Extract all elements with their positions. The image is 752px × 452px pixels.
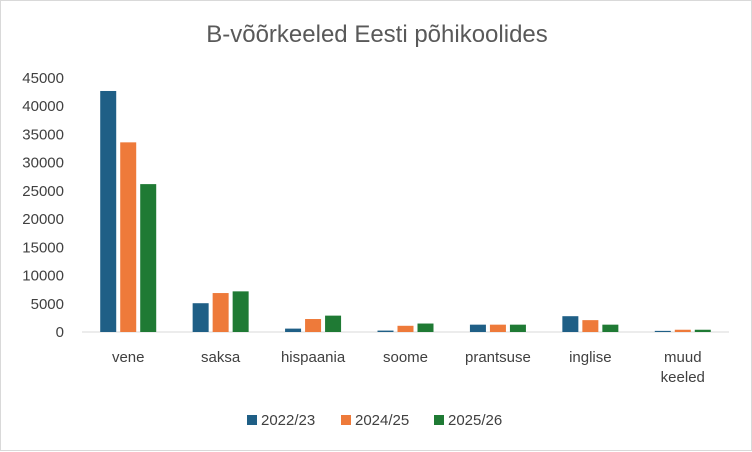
bar-2025-26-muud-keeled: [694, 329, 711, 332]
bar-2025-26-soome: [417, 323, 434, 332]
x-category-label: inglise: [569, 349, 612, 366]
y-tick-label: 20000: [22, 211, 64, 228]
y-tick-label: 45000: [22, 70, 64, 87]
bar-2025-26-saksa: [232, 291, 249, 332]
bar-2024-25-vene: [120, 142, 137, 332]
bar-2025-26-vene: [140, 184, 157, 332]
y-tick-label: 10000: [22, 268, 64, 285]
y-tick-label: 30000: [22, 155, 64, 172]
x-category-label: prantsuse: [465, 349, 531, 366]
x-category-label: hispaania: [281, 349, 346, 366]
bar-2024-25-soome: [397, 325, 414, 332]
bar-2022-23-soome: [377, 330, 394, 332]
y-tick-label: 35000: [22, 126, 64, 143]
legend-swatch: [434, 415, 444, 425]
x-axis: vene saksa hispaania soome prantsuse inglise m…: [112, 349, 705, 386]
y-axis: 0 5000 10000 15000 20000 25000 30000 35000 40000…: [22, 70, 64, 341]
bars: [100, 90, 711, 332]
y-tick-label: 0: [56, 324, 64, 341]
x-category-label: saksa: [201, 349, 241, 366]
x-category-label: vene: [112, 349, 145, 366]
y-tick-label: 15000: [22, 239, 64, 256]
bar-2024-25-hispaania: [305, 319, 322, 332]
bar-2022-23-muud-keeled: [654, 330, 671, 332]
bar-2025-26-inglise: [602, 324, 619, 332]
bar-2022-23-hispaania: [285, 328, 302, 332]
legend-label: 2022/23: [261, 412, 315, 429]
bar-2022-23-saksa: [192, 303, 209, 332]
bar-2024-25-muud-keeled: [674, 329, 691, 332]
y-tick-label: 40000: [22, 98, 64, 115]
legend-label: 2025/26: [448, 412, 502, 429]
legend-swatch: [247, 415, 257, 425]
chart-title: B-võõrkeeled Eesti põhikoolides: [206, 21, 548, 48]
bar-2025-26-prantsuse: [509, 324, 526, 332]
bar-2025-26-hispaania: [325, 315, 342, 332]
bar-2024-25-saksa: [212, 293, 229, 332]
bar-2022-23-prantsuse: [469, 324, 486, 332]
x-category-label: muud keeled: [661, 349, 705, 386]
legend-swatch: [341, 415, 351, 425]
bar-2024-25-prantsuse: [489, 324, 506, 332]
y-tick-label: 25000: [22, 183, 64, 200]
bar-2022-23-vene: [100, 90, 117, 332]
legend: 2022/23 2024/25 2025/26: [247, 412, 502, 429]
x-category-label: soome: [383, 349, 428, 366]
bar-2024-25-inglise: [582, 320, 599, 332]
legend-label: 2024/25: [355, 412, 409, 429]
y-tick-label: 5000: [31, 296, 64, 313]
bar-2022-23-inglise: [562, 316, 579, 332]
